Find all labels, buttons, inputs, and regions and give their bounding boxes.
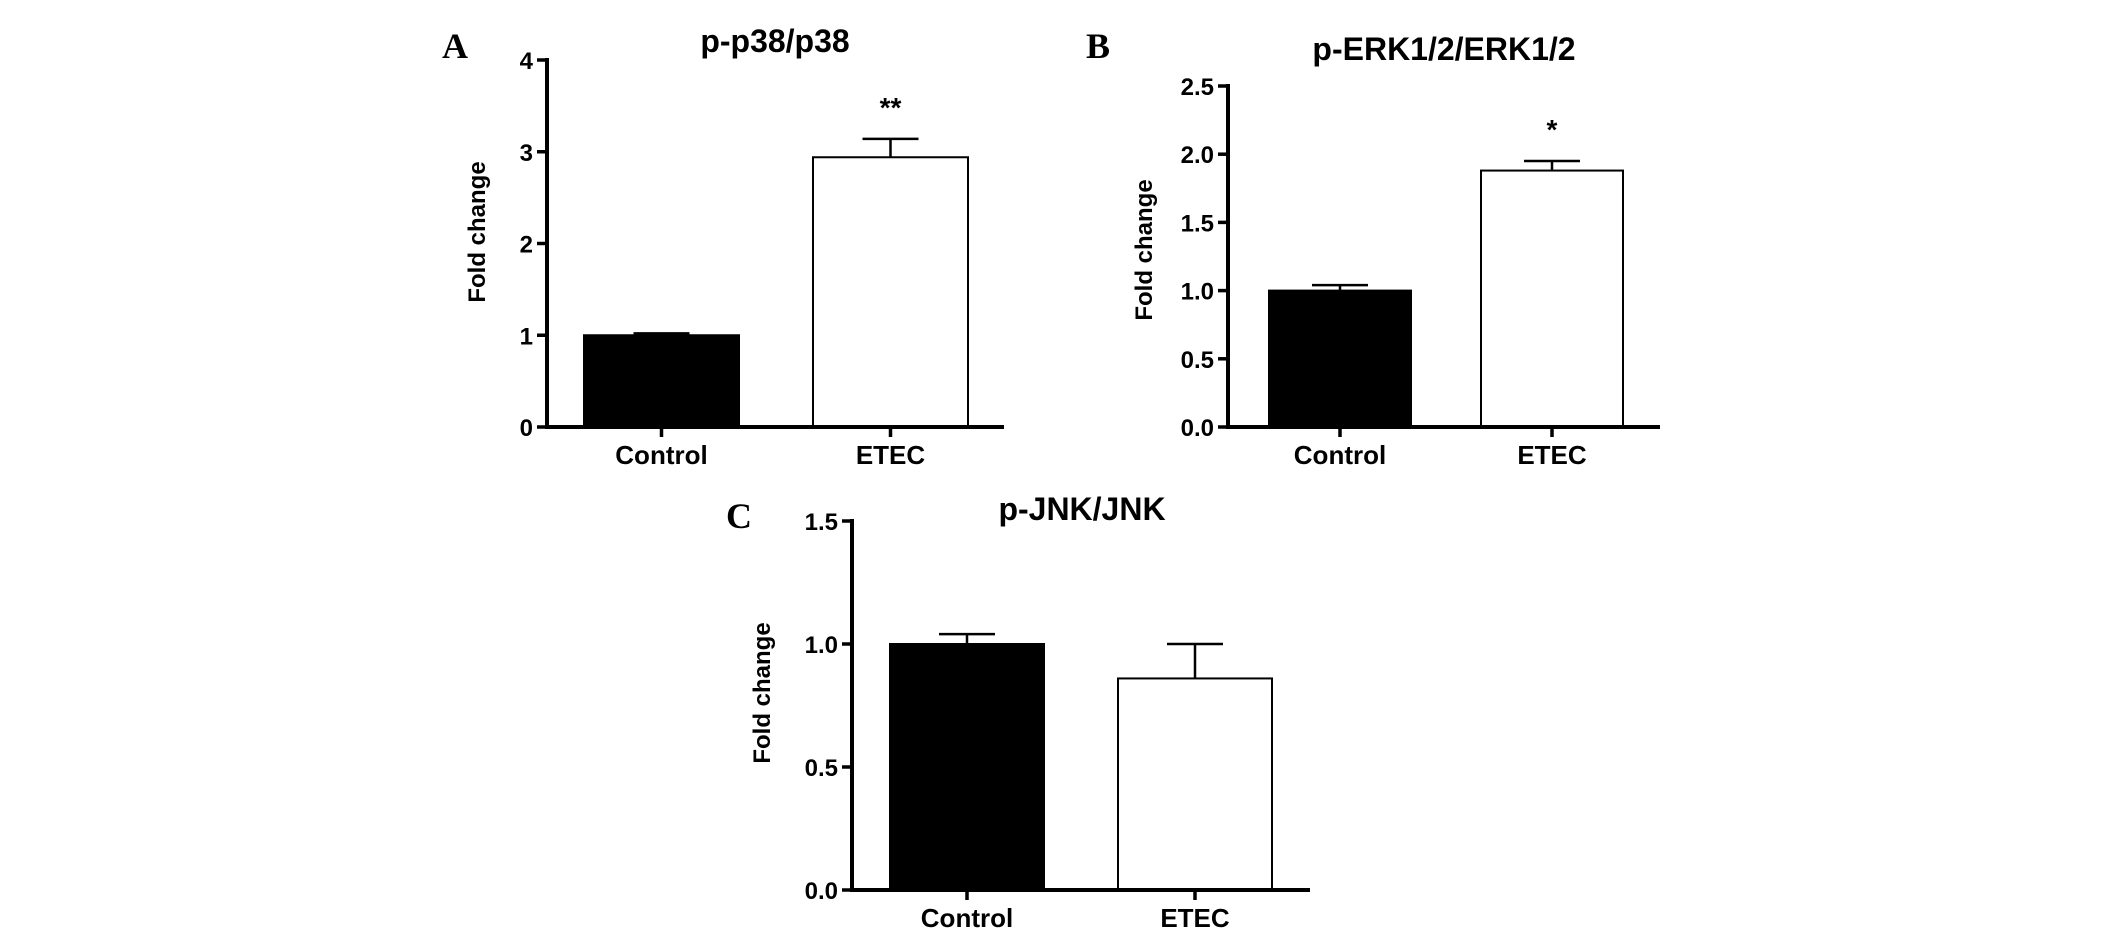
bar-control — [1268, 289, 1412, 428]
significance-marker: * — [1547, 114, 1558, 145]
y-tick-label: 0 — [520, 415, 533, 442]
y-tick-label: 0.0 — [805, 878, 838, 905]
y-tick-label: 4 — [520, 48, 534, 75]
bar-etec — [1117, 677, 1273, 891]
category-label: ETEC — [1160, 903, 1230, 933]
y-tick-label: 1.0 — [805, 632, 838, 659]
y-tick-label: 0.5 — [1181, 347, 1214, 374]
y-tick-label: 1.5 — [1181, 210, 1214, 237]
y-axis-label: Fold change — [1131, 179, 1158, 320]
bar-control — [889, 643, 1045, 891]
y-tick-label: 3 — [520, 140, 533, 167]
y-tick-label: 1.5 — [805, 509, 838, 536]
category-label: ETEC — [1517, 440, 1587, 470]
bar-etec — [1480, 169, 1624, 428]
y-axis-label: Fold change — [464, 161, 491, 302]
significance-marker: ** — [880, 92, 902, 123]
y-tick-label: 1 — [520, 323, 533, 350]
category-label: Control — [1294, 440, 1386, 470]
y-tick-label: 0.0 — [1181, 415, 1214, 442]
chart-title: p-p38/p38 — [700, 23, 849, 59]
category-label: Control — [921, 903, 1013, 933]
panel-letter: A — [442, 26, 468, 66]
bar-control — [583, 334, 740, 428]
y-axis-label: Fold change — [749, 622, 776, 763]
bar-etec — [812, 156, 969, 428]
y-tick-label: 2.5 — [1181, 74, 1214, 101]
y-tick-label: 2.0 — [1181, 142, 1214, 169]
y-tick-label: 0.5 — [805, 755, 838, 782]
panel-letter: C — [726, 496, 752, 536]
panel-letter: B — [1086, 26, 1110, 66]
category-label: Control — [615, 440, 707, 470]
category-label: ETEC — [856, 440, 926, 470]
chart-title: p-ERK1/2/ERK1/2 — [1312, 31, 1575, 67]
y-tick-label: 1.0 — [1181, 279, 1214, 306]
chart-title: p-JNK/JNK — [998, 491, 1165, 527]
y-tick-label: 2 — [520, 232, 533, 259]
